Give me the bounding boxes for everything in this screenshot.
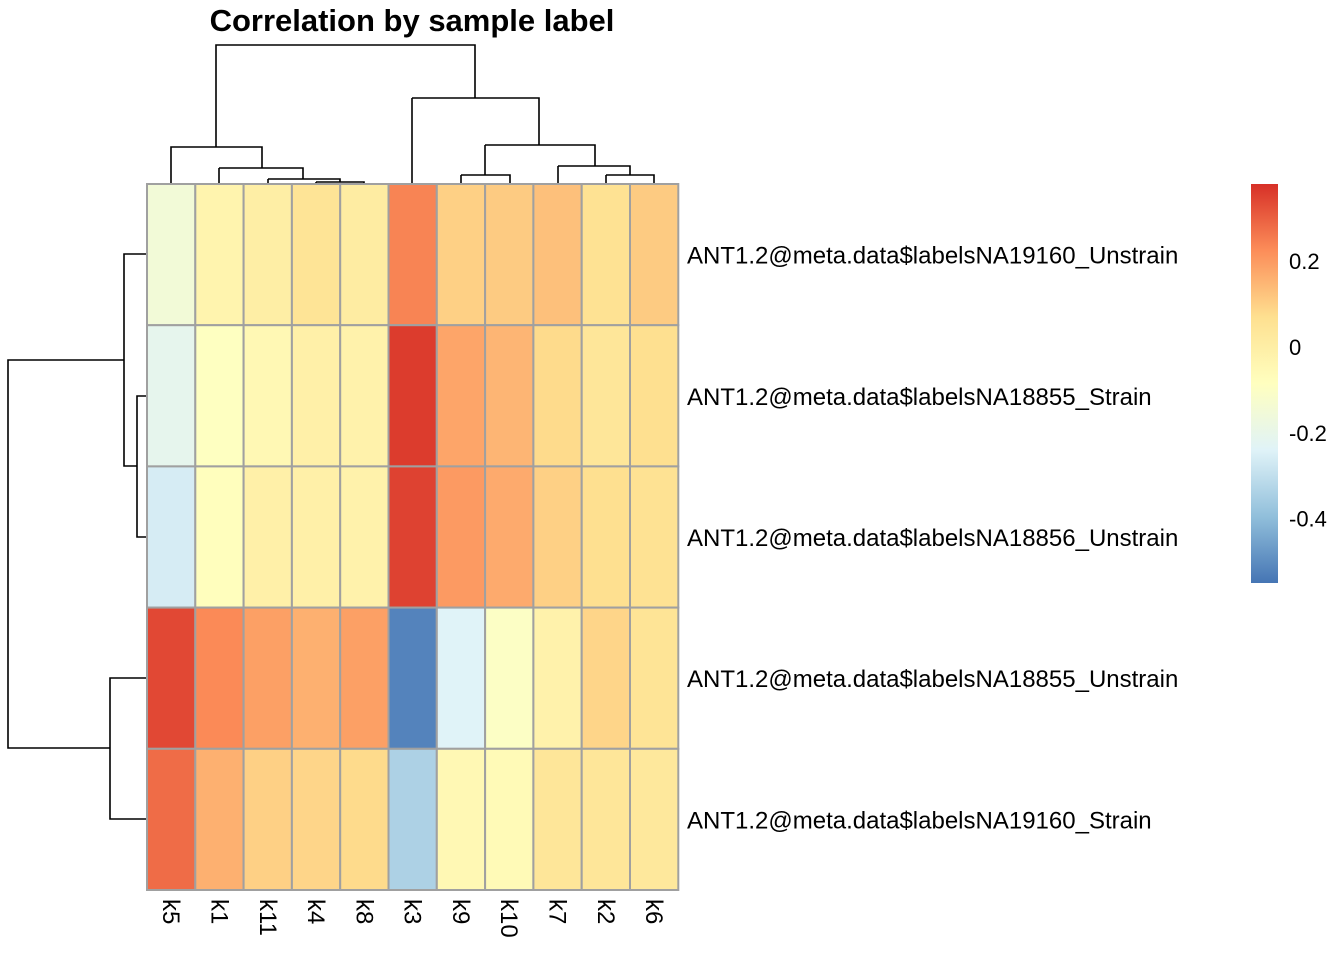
heatmap-cell-k3-row4: [387, 606, 438, 750]
heatmap-cell-k8-row1: [339, 183, 390, 327]
heatmap-cell-k7-row1: [532, 183, 583, 327]
heatmap-cell-k10-row2: [484, 324, 535, 468]
column-label-k8: k8: [350, 899, 377, 924]
row-dendrogram: [7, 253, 147, 820]
heatmap-cell-k9-row5: [435, 747, 487, 891]
legend-tick-label: 0.2: [1289, 249, 1320, 274]
heatmap-cell-k6-row4: [629, 606, 680, 750]
color-legend-ticks: 0.2 0 -0.2 -0.4: [1289, 249, 1327, 531]
row-label: ANT1.2@meta.data$labelsNA19160_Unstrain: [687, 243, 1178, 270]
heatmap-cell-k2-row3: [580, 465, 632, 609]
heatmap-cell-k5-row5: [146, 747, 197, 891]
legend-tick-label: 0: [1289, 335, 1301, 360]
color-legend: 0.2 0 -0.2 -0.4: [1251, 184, 1327, 583]
heatmap-cell-k5-row4: [146, 606, 197, 750]
heatmap-cell-k4-row5: [290, 747, 342, 891]
heatmap-cells: [146, 183, 680, 891]
heatmap-cell-k3-row1: [387, 183, 438, 327]
heatmap-cell-k8-row5: [339, 747, 390, 891]
column-label-k11: k11: [254, 899, 281, 936]
column-label-k3: k3: [399, 899, 426, 924]
chart-title: Correlation by sample label: [210, 3, 615, 38]
heatmap-cell-k1-row2: [194, 324, 245, 468]
heatmap-cell-k6-row2: [629, 324, 680, 468]
heatmap-cell-k2-row1: [580, 183, 632, 327]
heatmap-cell-k8-row2: [339, 324, 390, 468]
column-label-k7: k7: [544, 899, 571, 924]
heatmap-cell-k6-row1: [629, 183, 680, 327]
heatmap-cell-k7-row4: [532, 606, 583, 750]
heatmap-cell-k1-row4: [194, 606, 245, 750]
heatmap-cell-k7-row3: [532, 465, 583, 609]
heatmap-cell-k1-row3: [194, 465, 245, 609]
heatmap-cell-k11-row3: [242, 465, 293, 609]
heatmap-cell-k7-row5: [532, 747, 583, 891]
heatmap-cell-k5-row1: [146, 183, 197, 327]
legend-tick-label: -0.2: [1289, 421, 1327, 446]
row-label: ANT1.2@meta.data$labelsNA18856_Unstrain: [687, 525, 1178, 552]
heatmap-cell-k3-row5: [387, 747, 438, 891]
column-dendrogram: [170, 44, 655, 184]
heatmap-cell-k8-row3: [339, 465, 390, 609]
column-label-k4: k4: [302, 899, 329, 924]
heatmap-cell-k2-row5: [580, 747, 632, 891]
row-labels: ANT1.2@meta.data$labelsNA19160_Unstrain A…: [687, 243, 1178, 835]
heatmap-cell-k4-row2: [290, 324, 342, 468]
row-label: ANT1.2@meta.data$labelsNA19160_Strain: [687, 807, 1152, 834]
heatmap-cell-k1-row5: [194, 747, 245, 891]
heatmap-cell-k9-row1: [435, 183, 487, 327]
heatmap-cell-k10-row1: [484, 183, 535, 327]
heatmap-cell-k8-row4: [339, 606, 390, 750]
heatmap-cell-k9-row4: [435, 606, 487, 750]
heatmap-cell-k2-row4: [580, 606, 632, 750]
heatmap-cell-k4-row1: [290, 183, 342, 327]
heatmap-cell-k5-row2: [146, 324, 197, 468]
legend-tick-label: -0.4: [1289, 507, 1327, 532]
heatmap-cell-k3-row2: [387, 324, 438, 468]
column-label-k5: k5: [157, 899, 184, 924]
heatmap-cell-k10-row4: [484, 606, 535, 750]
heatmap-cell-k11-row2: [242, 324, 293, 468]
column-label-k2: k2: [592, 899, 619, 924]
column-labels: k5 k1 k11 k4 k8 k3 k9 k10 k7 k2 k6: [157, 899, 667, 938]
heatmap-cell-k4-row4: [290, 606, 342, 750]
color-legend-bar: [1251, 184, 1278, 583]
heatmap-cell-k1-row1: [194, 183, 245, 327]
heatmap-cell-k6-row3: [629, 465, 680, 609]
heatmap-cell-k11-row1: [242, 183, 293, 327]
heatmap-cell-k9-row2: [435, 324, 487, 468]
heatmap-cell-k3-row3: [387, 465, 438, 609]
heatmap-cell-k6-row5: [629, 747, 680, 891]
heatmap-cell-k10-row5: [484, 747, 535, 891]
column-label-k6: k6: [640, 899, 667, 924]
column-label-k9: k9: [447, 899, 474, 924]
heatmap-cell-k11-row4: [242, 606, 293, 750]
column-label-k10: k10: [495, 899, 522, 938]
heatmap-cell-k2-row2: [580, 324, 632, 468]
row-label: ANT1.2@meta.data$labelsNA18855_Unstrain: [687, 666, 1178, 693]
heatmap-cell-k5-row3: [146, 465, 197, 609]
row-label: ANT1.2@meta.data$labelsNA18855_Strain: [687, 384, 1152, 411]
heatmap-cell-k10-row3: [484, 465, 535, 609]
heatmap-cell-k9-row3: [435, 465, 487, 609]
heatmap-cell-k7-row2: [532, 324, 583, 468]
heatmap-cell-k11-row5: [242, 747, 293, 891]
column-label-k1: k1: [206, 899, 233, 924]
heatmap-cell-k4-row3: [290, 465, 342, 609]
